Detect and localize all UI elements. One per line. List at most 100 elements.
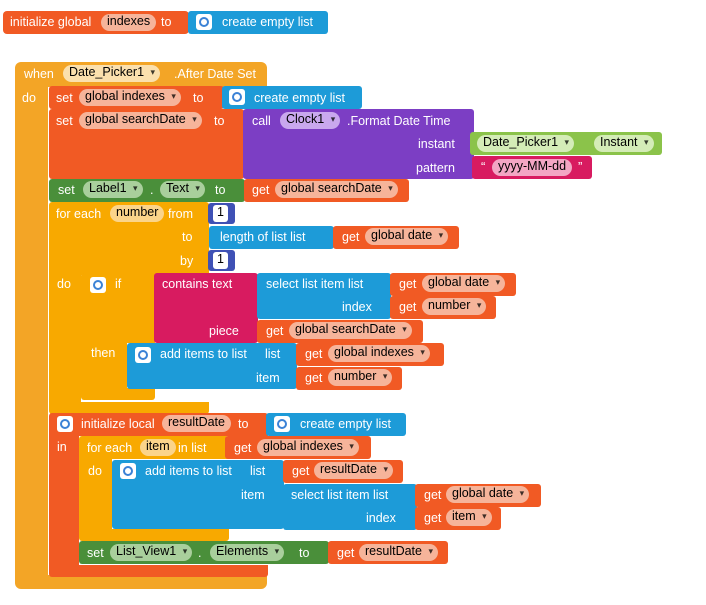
get-searchdate-dropdown[interactable]: global searchDate [289, 322, 412, 339]
for-range-var-field[interactable]: number [110, 205, 165, 222]
select-list-item-label: select list item list [266, 277, 364, 291]
event-handler-bottom [15, 575, 267, 589]
for-range-bottom [49, 402, 209, 414]
clock-component-dropdown[interactable]: Clock1 [280, 112, 341, 129]
for-do-label: do [88, 464, 102, 478]
for-list-rail [79, 458, 112, 530]
instant-component-dropdown[interactable]: Date_Picker1 [477, 135, 575, 152]
for-to-label: to [182, 230, 193, 244]
gear-icon[interactable] [229, 89, 245, 105]
create-empty-list-label: create empty list [254, 91, 346, 105]
add-items-to-list-block[interactable] [112, 460, 284, 529]
create-empty-list-block[interactable] [266, 413, 406, 436]
label-property-dropdown[interactable]: Text [160, 181, 205, 198]
get-keyword: get [424, 488, 442, 502]
for-each-label: for each [56, 207, 102, 221]
local-init-bottom [49, 565, 268, 577]
get-date-dropdown[interactable]: global date [422, 275, 506, 292]
by-number-field[interactable]: 1 [213, 252, 228, 269]
get-keyword: get [292, 464, 310, 478]
get-resultdate-dropdown[interactable]: resultDate [359, 544, 438, 561]
set-searchdate-var-dropdown[interactable]: global searchDate [79, 112, 202, 129]
index-label: index [366, 511, 396, 525]
get-number-dropdown[interactable]: number [328, 369, 393, 386]
length-of-list-block[interactable] [209, 226, 334, 249]
piece-label: piece [209, 324, 239, 338]
get-number-dropdown[interactable]: number [422, 298, 487, 315]
add-item-label: item [256, 371, 280, 385]
for-from-label: from [168, 207, 193, 221]
from-number-field[interactable]: 1 [213, 205, 228, 222]
get-item-dropdown[interactable]: item [446, 509, 492, 526]
get-keyword: get [399, 277, 417, 291]
event-handler-body-rail [15, 86, 48, 576]
set-searchdate-to: to [214, 114, 225, 128]
contains-text-label: contains text [162, 277, 233, 291]
listview-property-dropdown[interactable]: Elements [210, 544, 285, 561]
contains-text-block[interactable] [154, 273, 258, 343]
local-init-keyword: initialize local [81, 417, 155, 431]
pattern-open-quote: “ [481, 159, 486, 174]
gear-icon[interactable] [90, 277, 106, 293]
pattern-arg-label: pattern [416, 161, 455, 175]
set-keyword: set [58, 183, 75, 197]
set-elements-to: to [299, 546, 310, 560]
listview-component-dropdown[interactable]: List_View1 [110, 544, 193, 561]
select-list-item-block[interactable] [283, 484, 417, 530]
for-do-label: do [57, 277, 71, 291]
instant-property-dropdown[interactable]: Instant [594, 135, 654, 152]
format-datetime-method: .Format Date Time [347, 114, 451, 128]
event-when-label: when [24, 67, 54, 81]
gear-icon[interactable] [57, 416, 73, 432]
get-keyword: get [305, 371, 323, 385]
create-empty-list-block[interactable] [188, 11, 328, 34]
create-empty-list-block[interactable] [222, 86, 362, 109]
get-indexes-dropdown[interactable]: global indexes [328, 345, 430, 362]
for-by-label: by [180, 254, 194, 268]
get-date-dropdown[interactable]: global date [365, 228, 449, 245]
set-keyword: set [56, 114, 73, 128]
pattern-text-field[interactable]: yyyy-MM-dd [492, 159, 573, 176]
get-keyword: get [337, 546, 355, 560]
if-block-bottom [81, 388, 155, 400]
create-empty-list-label: create empty list [222, 15, 314, 29]
for-list-var-field[interactable]: item [140, 439, 176, 456]
set-keyword: set [87, 546, 104, 560]
gear-icon[interactable] [120, 463, 136, 479]
for-each-label: for each [87, 441, 133, 455]
call-keyword: call [252, 114, 271, 128]
local-init-to: to [238, 417, 249, 431]
global-init-to: to [161, 15, 172, 29]
for-list-bottom [79, 529, 229, 541]
get-keyword: get [305, 347, 323, 361]
get-resultdate-dropdown[interactable]: resultDate [314, 462, 393, 479]
set-indexes-var-dropdown[interactable]: global indexes [79, 89, 181, 106]
event-component-dropdown[interactable]: Date_Picker1 [63, 65, 161, 82]
get-indexes-dropdown[interactable]: global indexes [257, 439, 359, 456]
local-init-rail [49, 435, 79, 570]
instant-arg-label: instant [418, 137, 455, 151]
select-list-item-label: select list item list [291, 488, 389, 502]
index-label: index [342, 300, 372, 314]
gear-icon[interactable] [135, 347, 151, 363]
event-do-label: do [22, 91, 36, 105]
get-keyword: get [424, 511, 442, 525]
in-list-label: in list [178, 441, 207, 455]
add-items-label: add items to list [145, 464, 232, 478]
set-label-to: to [215, 183, 226, 197]
gear-icon[interactable] [274, 416, 290, 432]
select-list-item-block[interactable] [257, 273, 391, 319]
global-var-name-field[interactable]: indexes [101, 14, 157, 31]
get-searchdate-dropdown[interactable]: global searchDate [275, 181, 398, 198]
label-component-dropdown[interactable]: Label1 [83, 181, 143, 198]
gear-icon[interactable] [196, 14, 212, 30]
for-range-rail [49, 274, 81, 404]
get-date-dropdown[interactable]: global date [446, 486, 530, 503]
add-items-to-list-block[interactable] [127, 343, 297, 389]
get-keyword: get [399, 300, 417, 314]
local-in-label: in [57, 440, 67, 454]
setter-dot: . [150, 183, 154, 197]
create-empty-list-label: create empty list [300, 417, 392, 431]
add-list-label: list [265, 347, 281, 361]
local-var-name-field[interactable]: resultDate [162, 415, 231, 432]
